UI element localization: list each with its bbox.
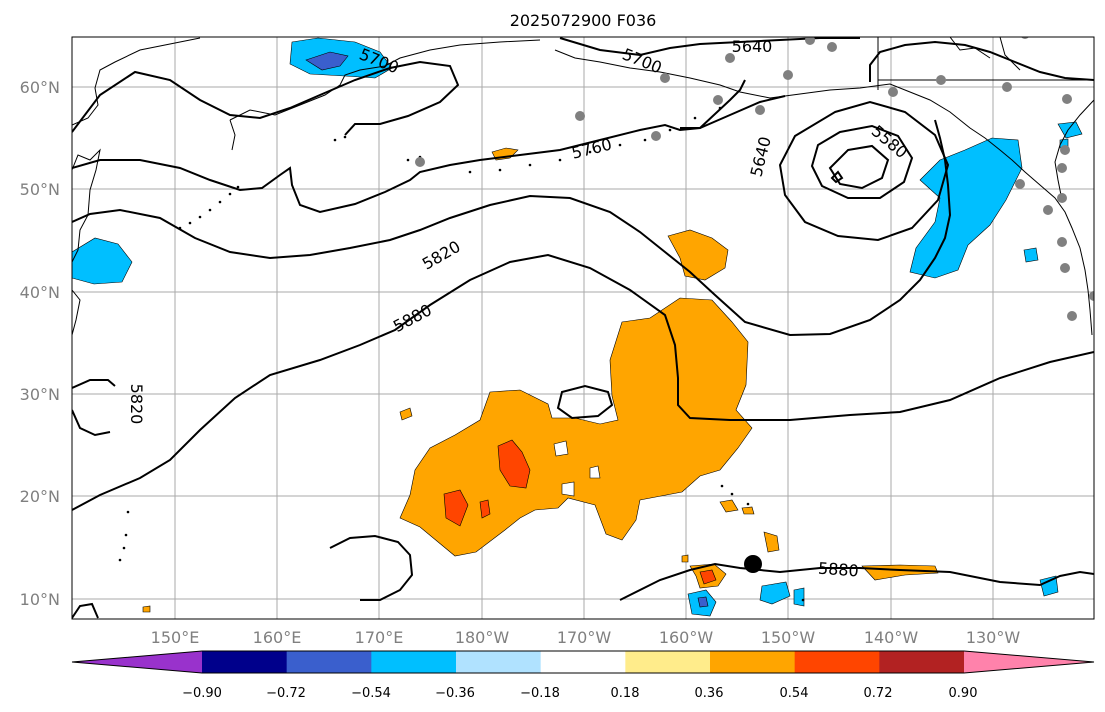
colorbar-extend-max	[964, 651, 1094, 673]
map-frame	[71, 36, 1095, 620]
svg-text:0.54: 0.54	[780, 686, 809, 701]
svg-text:160°E: 160°E	[253, 628, 302, 647]
svg-text:170°E: 170°E	[355, 628, 404, 647]
colorbar-outline	[71, 650, 1095, 674]
svg-text:0.72: 0.72	[864, 686, 893, 701]
colorbar-segment	[625, 651, 711, 673]
svg-text:140°W: 140°W	[864, 628, 919, 647]
map-area: 5640 5700 5700 5760 5580 5640 5820 5880 …	[72, 37, 1094, 619]
svg-text:−0.90: −0.90	[182, 686, 222, 701]
svg-text:0.18: 0.18	[611, 686, 640, 701]
positive-anomaly-fill	[142, 147, 939, 613]
svg-text:130°W: 130°W	[966, 628, 1021, 647]
colorbar-segment	[794, 651, 880, 673]
storm-center-marker	[744, 555, 762, 573]
colorbar-segment	[710, 651, 796, 673]
svg-text:5640: 5640	[747, 135, 775, 179]
svg-text:5580: 5580	[868, 121, 911, 162]
svg-text:0.36: 0.36	[695, 686, 724, 701]
svg-text:5820: 5820	[419, 237, 464, 274]
colorbar-segment	[540, 651, 626, 673]
colorbar-segment	[202, 651, 288, 673]
svg-text:5760: 5760	[570, 135, 614, 163]
longitude-labels: 150°E 160°E 170°E 180°W 170°W 160°W 150°…	[151, 628, 1021, 647]
svg-text:5880: 5880	[817, 559, 859, 581]
svg-text:0.90: 0.90	[949, 686, 978, 701]
colorbar	[71, 650, 1095, 674]
colorbar-segment	[879, 651, 965, 673]
negative-anomaly-fill	[72, 37, 1083, 617]
svg-text:40°N: 40°N	[20, 283, 60, 302]
svg-text:160°W: 160°W	[659, 628, 714, 647]
colorbar-extend-min	[72, 651, 202, 673]
svg-text:50°N: 50°N	[20, 180, 60, 199]
svg-text:150°E: 150°E	[151, 628, 200, 647]
svg-text:5880: 5880	[390, 300, 435, 336]
svg-text:10°N: 10°N	[20, 590, 60, 609]
height-contours	[72, 37, 1094, 619]
latitude-labels: 60°N 50°N 40°N 30°N 20°N 10°N	[20, 78, 60, 609]
svg-text:−0.72: −0.72	[266, 686, 306, 701]
svg-text:170°W: 170°W	[557, 628, 612, 647]
colorbar-segment	[371, 651, 457, 673]
svg-text:−0.36: −0.36	[435, 686, 475, 701]
svg-text:5640: 5640	[732, 37, 773, 56]
colorbar-tick-labels: −0.90 −0.72 −0.54 −0.36 −0.18 0.18 0.36 …	[182, 686, 977, 701]
svg-text:30°N: 30°N	[20, 385, 60, 404]
svg-text:20°N: 20°N	[20, 487, 60, 506]
svg-text:5820: 5820	[127, 384, 146, 425]
svg-text:5700: 5700	[620, 44, 665, 77]
svg-text:180°W: 180°W	[455, 628, 510, 647]
svg-text:−0.18: −0.18	[520, 686, 560, 701]
station-markers	[415, 37, 1094, 321]
svg-text:150°W: 150°W	[761, 628, 816, 647]
colorbar-segment	[286, 651, 372, 673]
map-title: 2025072900 F036	[510, 11, 657, 30]
svg-text:−0.54: −0.54	[351, 686, 391, 701]
svg-text:60°N: 60°N	[20, 78, 60, 97]
graticule	[72, 37, 1094, 619]
coastlines	[72, 37, 1094, 336]
colorbar-segment	[456, 651, 542, 673]
